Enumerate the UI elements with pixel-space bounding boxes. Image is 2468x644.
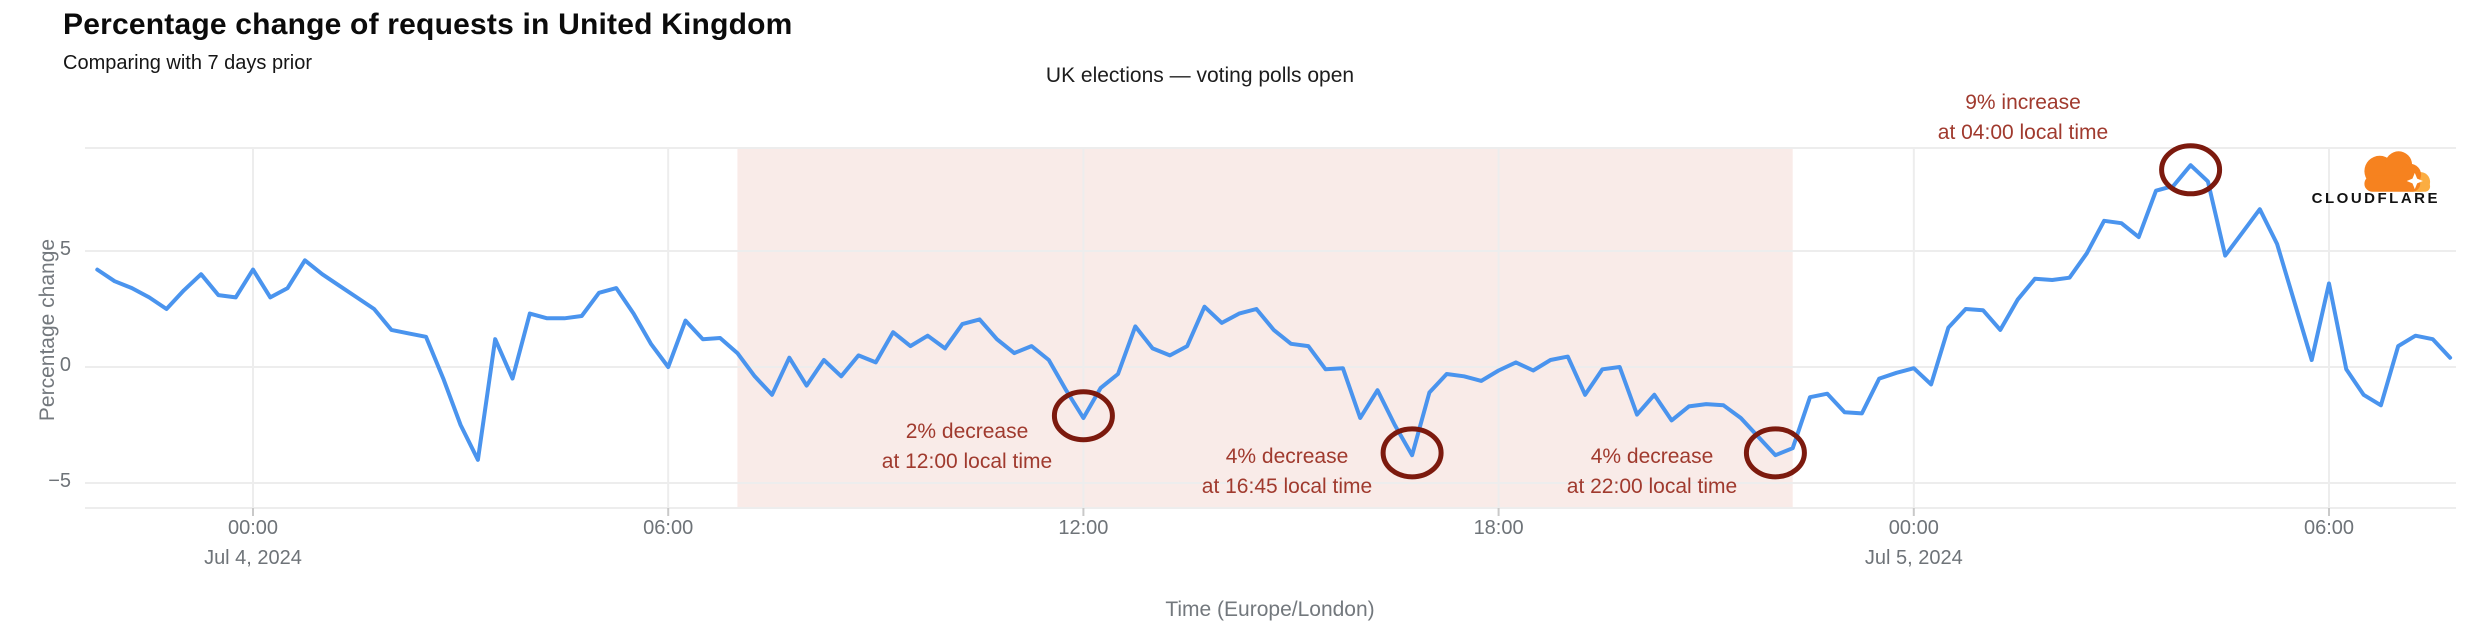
- x-tick-label: 06:00: [2303, 517, 2355, 539]
- percentage-change-line: [95, 163, 2453, 462]
- x-axis-title: Time (Europe/London): [1165, 598, 1375, 621]
- annotation-circle: [1380, 426, 1444, 480]
- y-tick-label: 0: [59, 354, 71, 376]
- page-title: Percentage change of requests in United …: [63, 8, 793, 41]
- annotation-line1: 4% decrease: [1225, 445, 1349, 468]
- cloudflare-wordmark: CLOUDFLARE: [2311, 190, 2440, 207]
- x-tick-label: 00:00: [227, 517, 279, 539]
- annotation-circle: [2159, 143, 2223, 197]
- annotation-circle: [1051, 389, 1115, 443]
- annotation-04-00-increase: 9% increase at 04:00 local time: [1853, 88, 2193, 148]
- annotation-12-00-decrease: 2% decrease at 12:00 local time: [797, 417, 1137, 477]
- annotation-22-00-decrease: 4% decrease at 22:00 local time: [1482, 442, 1822, 502]
- y-tick-label: 5: [59, 238, 71, 260]
- annotation-line1: 4% decrease: [1590, 445, 1714, 468]
- cloudflare-cloud-icon: [2364, 151, 2431, 192]
- annotation-16-45-decrease: 4% decrease at 16:45 local time: [1117, 442, 1457, 502]
- annotation-line2: at 22:00 local time: [1566, 475, 1738, 498]
- y-tick-label: −5: [48, 470, 71, 492]
- event-region-label: UK elections — voting polls open: [1045, 64, 1355, 87]
- annotation-circle: [1743, 426, 1807, 480]
- annotation-line1: 9% increase: [1965, 91, 2081, 114]
- annotation-line2: at 12:00 local time: [881, 450, 1053, 473]
- annotation-line1: 2% decrease: [905, 420, 1029, 443]
- annotation-line2: at 04:00 local time: [1937, 121, 2109, 144]
- chart-subtitle: Comparing with 7 days prior: [63, 52, 312, 74]
- polls-open-region: [737, 148, 1793, 508]
- x-tick-label: 06:00: [643, 517, 694, 539]
- x-tick-label: 12:00: [1058, 517, 1109, 539]
- x-tick-date-label: Jul 4, 2024: [204, 547, 302, 569]
- x-tick-date-label: Jul 5, 2024: [1864, 547, 1963, 569]
- x-tick-label: 18:00: [1473, 517, 1524, 539]
- annotation-line2: at 16:45 local time: [1201, 475, 1373, 498]
- x-tick-label: 00:00: [1888, 517, 1939, 539]
